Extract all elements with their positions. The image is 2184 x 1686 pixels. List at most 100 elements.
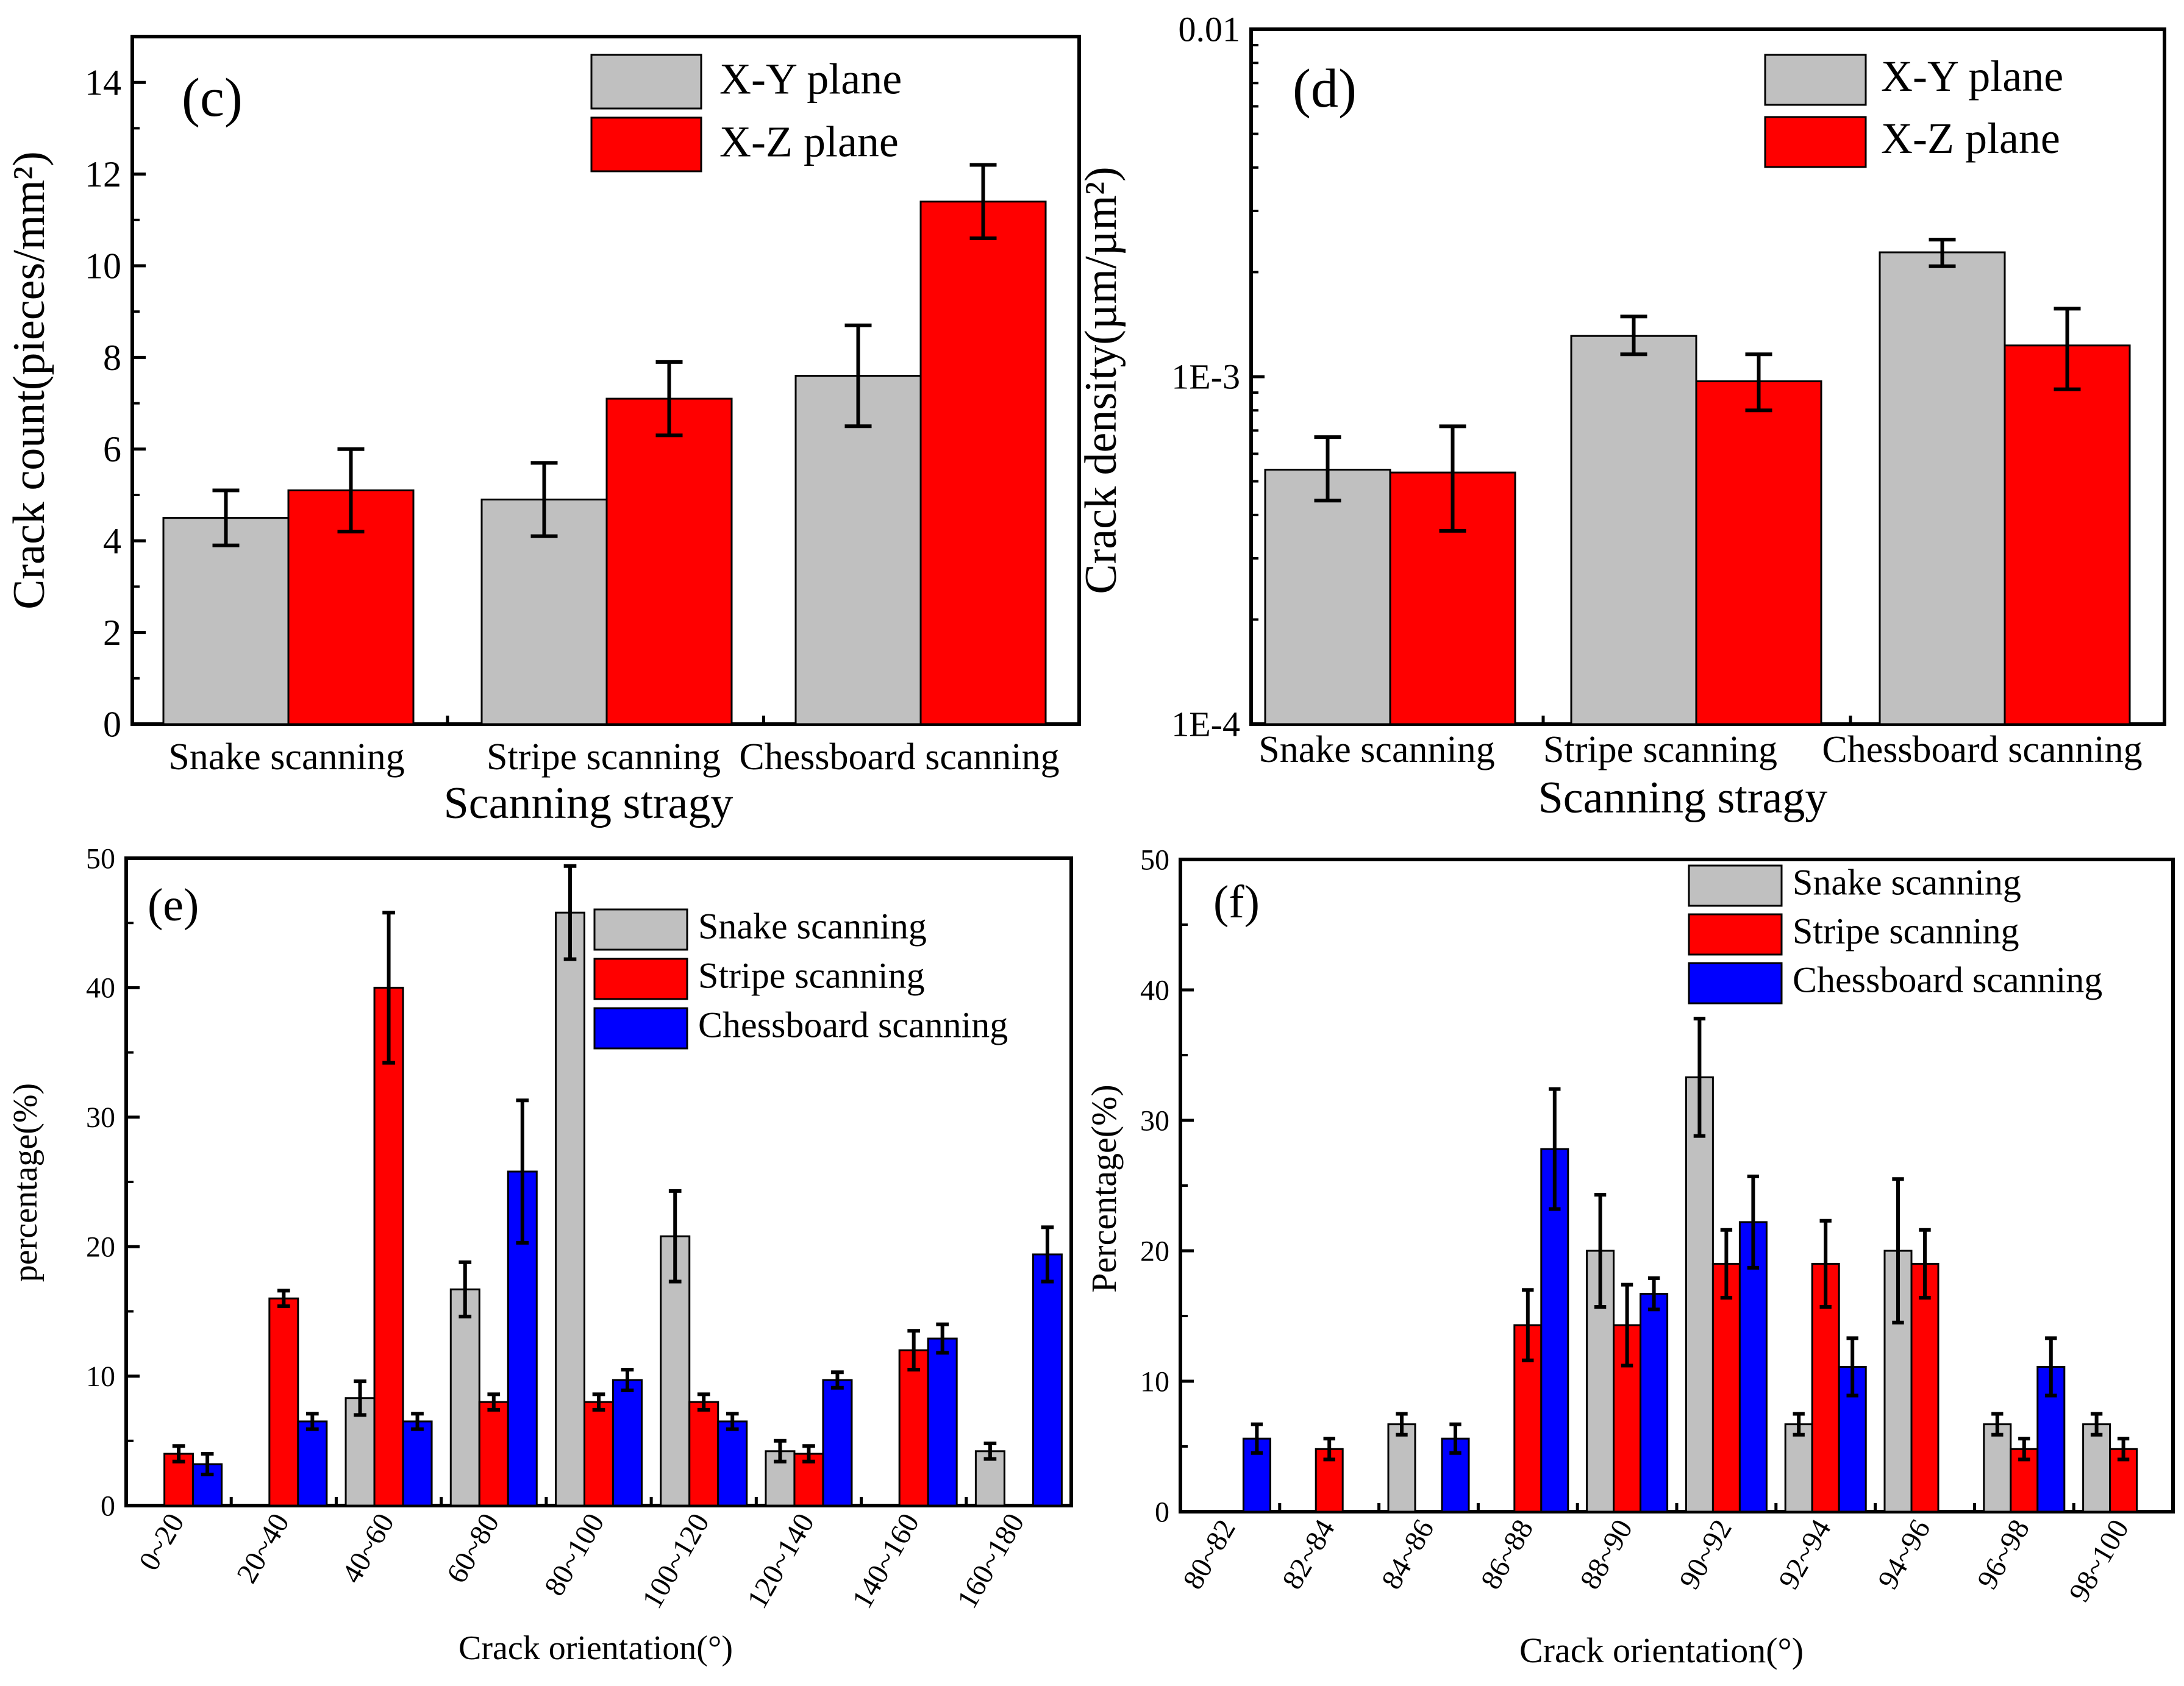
legend-label: Snake scanning bbox=[1793, 863, 2021, 903]
bar-e-1-7 bbox=[898, 1349, 929, 1507]
legend-swatch bbox=[590, 116, 702, 173]
y-tick-label: 12 bbox=[85, 154, 121, 194]
x-tick-label: 120~140 bbox=[741, 1508, 821, 1614]
x-tick-label: Snake scanning bbox=[1258, 729, 1494, 770]
bar-e-2-1 bbox=[297, 1420, 328, 1507]
bar-e-2-8 bbox=[1032, 1253, 1063, 1507]
y-tick-label: 14 bbox=[85, 63, 121, 103]
x-tick-label: 98~100 bbox=[2063, 1514, 2135, 1607]
bar-e-1-2 bbox=[373, 986, 404, 1507]
y-tick-label: 0.01 bbox=[1179, 10, 1241, 49]
x-axis-label: Scanning stragy bbox=[444, 778, 733, 828]
legend-swatch bbox=[1688, 913, 1783, 956]
y-tick-label: 50 bbox=[1140, 844, 1169, 876]
bar-f-0-9 bbox=[2082, 1423, 2111, 1513]
legend-swatch bbox=[1764, 54, 1867, 106]
y-tick-label: 2 bbox=[103, 613, 121, 653]
y-tick-label: 8 bbox=[103, 338, 121, 378]
x-tick-label: 88~90 bbox=[1574, 1514, 1639, 1595]
legend-label: X-Y plane bbox=[1881, 52, 2063, 101]
panel-label: (c) bbox=[182, 68, 243, 128]
y-tick-label: 0 bbox=[101, 1490, 115, 1522]
y-tick-label: 10 bbox=[1140, 1365, 1169, 1398]
bar-e-2-6 bbox=[822, 1379, 853, 1507]
x-tick-label: 92~94 bbox=[1772, 1514, 1838, 1595]
bar-e-2-5 bbox=[717, 1420, 748, 1507]
x-tick-label: 40~60 bbox=[335, 1508, 401, 1588]
y-tick-label: 10 bbox=[85, 246, 121, 286]
bar-f-0-2 bbox=[1387, 1423, 1416, 1513]
x-tick-label: Stripe scanning bbox=[1543, 729, 1777, 770]
y-tick-label: 40 bbox=[1140, 974, 1169, 1006]
x-tick-label: 0~20 bbox=[133, 1508, 191, 1576]
bar-f-0-8 bbox=[1983, 1423, 2012, 1513]
chart-c: 0 2 4 6 8 10 12 14 Snake scanning Stripe scanning… bbox=[4, 35, 1081, 828]
y-tick-label: 30 bbox=[86, 1101, 115, 1134]
x-tick-label: 80~82 bbox=[1177, 1514, 1242, 1595]
panel-label: (e) bbox=[148, 880, 199, 931]
legend-swatch bbox=[1688, 962, 1783, 1005]
bar-e-2-2 bbox=[402, 1420, 433, 1507]
bar-c-1-1 bbox=[605, 397, 733, 725]
chart-d: 1E-4 1E-3 0.01 Snake scanning Stripe scannin… bbox=[1076, 10, 2166, 823]
legend-swatch bbox=[593, 1007, 688, 1050]
legend-label: X-Y plane bbox=[719, 54, 902, 103]
legend-label: X-Z plane bbox=[719, 117, 899, 166]
y-tick-label: 40 bbox=[86, 972, 115, 1005]
y-axis-label: Percentage(%) bbox=[1084, 1084, 1124, 1292]
bar-f-2-5 bbox=[1738, 1221, 1768, 1513]
panel-label: (f) bbox=[1213, 877, 1260, 928]
x-tick-label: 80~100 bbox=[538, 1508, 611, 1601]
y-axis-label: Crack density(µm/µm²) bbox=[1076, 166, 1126, 594]
legend-label: Stripe scanning bbox=[698, 956, 925, 996]
x-tick-label: 86~88 bbox=[1474, 1514, 1540, 1595]
y-tick-label: 1E-4 bbox=[1171, 705, 1240, 744]
bar-e-0-4 bbox=[555, 911, 585, 1507]
panel-label: (d) bbox=[1293, 59, 1357, 119]
legend-swatch bbox=[1688, 864, 1783, 907]
bar-c-0-2 bbox=[794, 374, 922, 725]
y-tick-label: 20 bbox=[1140, 1235, 1169, 1267]
bar-f-1-5 bbox=[1711, 1262, 1741, 1513]
bar-e-1-5 bbox=[688, 1401, 719, 1507]
y-tick-label: 30 bbox=[1140, 1104, 1169, 1137]
y-tick-label: 6 bbox=[103, 429, 121, 469]
plot-frame bbox=[1179, 858, 2175, 1513]
chart-e: 0 10 20 30 40 50 0~20 20~40 40~60 60~80 80~100 100~… bbox=[7, 842, 1073, 1667]
x-tick-label: 20~40 bbox=[230, 1508, 296, 1588]
bar-e-0-3 bbox=[449, 1288, 480, 1507]
x-tick-label: Stripe scanning bbox=[487, 736, 721, 778]
x-tick-label: 96~98 bbox=[1971, 1514, 2036, 1595]
legend-label: X-Z plane bbox=[1881, 114, 2060, 163]
y-tick-label: 1E-3 bbox=[1171, 357, 1240, 397]
x-axis-label: Crack orientation(°) bbox=[1519, 1631, 1804, 1670]
bar-f-1-7 bbox=[1910, 1262, 1940, 1513]
x-tick-label: 160~180 bbox=[951, 1508, 1031, 1614]
x-tick-label: 100~120 bbox=[636, 1508, 716, 1614]
bar-e-1-3 bbox=[478, 1401, 509, 1507]
y-tick-label: 10 bbox=[86, 1361, 115, 1393]
legend-label: Chessboard scanning bbox=[698, 1005, 1008, 1045]
y-tick-label: 50 bbox=[86, 842, 115, 875]
legend-swatch bbox=[593, 958, 688, 1000]
x-tick-label: 140~160 bbox=[846, 1508, 926, 1614]
y-tick-label: 0 bbox=[1155, 1496, 1169, 1528]
bar-d-1-2 bbox=[2004, 344, 2131, 725]
bar-e-2-4 bbox=[612, 1379, 643, 1507]
bar-c-1-2 bbox=[919, 201, 1047, 725]
bar-d-0-1 bbox=[1570, 335, 1697, 725]
x-tick-label: 94~96 bbox=[1872, 1514, 1937, 1595]
legend-label: Chessboard scanning bbox=[1793, 960, 2102, 1000]
x-tick-label: 84~86 bbox=[1376, 1514, 1441, 1595]
x-tick-label: Chessboard scanning bbox=[739, 736, 1059, 778]
y-tick-label: 0 bbox=[103, 704, 121, 744]
legend-swatch bbox=[1764, 116, 1867, 168]
y-axis-label: Crack count(pieces/mm²) bbox=[4, 151, 54, 610]
legend-label: Stripe scanning bbox=[1793, 911, 2019, 951]
bar-e-1-4 bbox=[583, 1401, 614, 1507]
x-axis-label: Crack orientation(°) bbox=[459, 1629, 733, 1667]
x-axis-label: Scanning stragy bbox=[1538, 773, 1828, 823]
bar-f-0-6 bbox=[1784, 1423, 1813, 1513]
bar-e-1-1 bbox=[268, 1297, 299, 1507]
